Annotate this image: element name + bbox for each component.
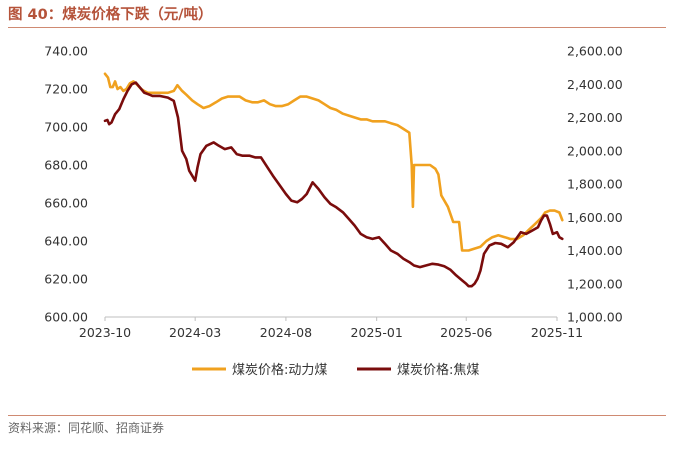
y-left-tick-label: 660.00 (44, 196, 88, 211)
chart-axes: 600.00 620.00 640.00 660.00 680.00 700.00 720.… (44, 44, 622, 341)
y-right-tick-label: 1,000.00 (567, 310, 623, 325)
title-divider (8, 27, 666, 28)
y-right-tick-label: 2,400.00 (567, 77, 623, 92)
source-note: 资料来源：同花顺、招商证券 (8, 421, 165, 435)
chart-title: 图 40：煤炭价格下跌（元/吨） (8, 7, 213, 23)
y-right-tick-label: 2,600.00 (567, 44, 623, 59)
x-tick-label: 2025-06 (440, 325, 492, 340)
x-tick-label: 2025-01 (351, 325, 403, 340)
y-right-tick-label: 1,600.00 (567, 210, 623, 225)
y-left-tick-label: 700.00 (44, 120, 88, 135)
y-right-tick-label: 1,400.00 (567, 243, 623, 258)
series-lines (103, 72, 564, 288)
x-tick-label: 2025-11 (531, 325, 583, 340)
series-line-2 (103, 81, 564, 288)
x-tick-label: 2024-03 (169, 325, 221, 340)
y-left-tick-label: 740.00 (44, 44, 88, 59)
line-chart: 600.00 620.00 640.00 660.00 680.00 700.00 720.… (44, 44, 622, 379)
y-right-tick-label: 2,000.00 (567, 143, 623, 158)
x-tick-label: 2024-08 (260, 325, 312, 340)
y-left-tick-label: 680.00 (44, 158, 88, 173)
y-left-tick-label: 720.00 (44, 82, 88, 97)
legend-label-1: 煤炭价格:动力煤 (232, 362, 327, 378)
y-right-tick-label: 1,800.00 (567, 177, 623, 192)
y-right-tick-label: 1,200.00 (567, 276, 623, 291)
series-line-1 (103, 72, 564, 252)
y-left-tick-label: 600.00 (44, 310, 88, 325)
chart-legend: 煤炭价格:动力煤 煤炭价格:焦煤 (192, 362, 479, 378)
y-left-tick-label: 620.00 (44, 272, 88, 287)
source-divider (8, 415, 666, 416)
legend-label-2: 煤炭价格:焦煤 (397, 362, 479, 378)
y-left-tick-label: 640.00 (44, 234, 88, 249)
x-tick-label: 2023-10 (79, 325, 131, 340)
y-right-tick-label: 2,200.00 (567, 110, 623, 125)
